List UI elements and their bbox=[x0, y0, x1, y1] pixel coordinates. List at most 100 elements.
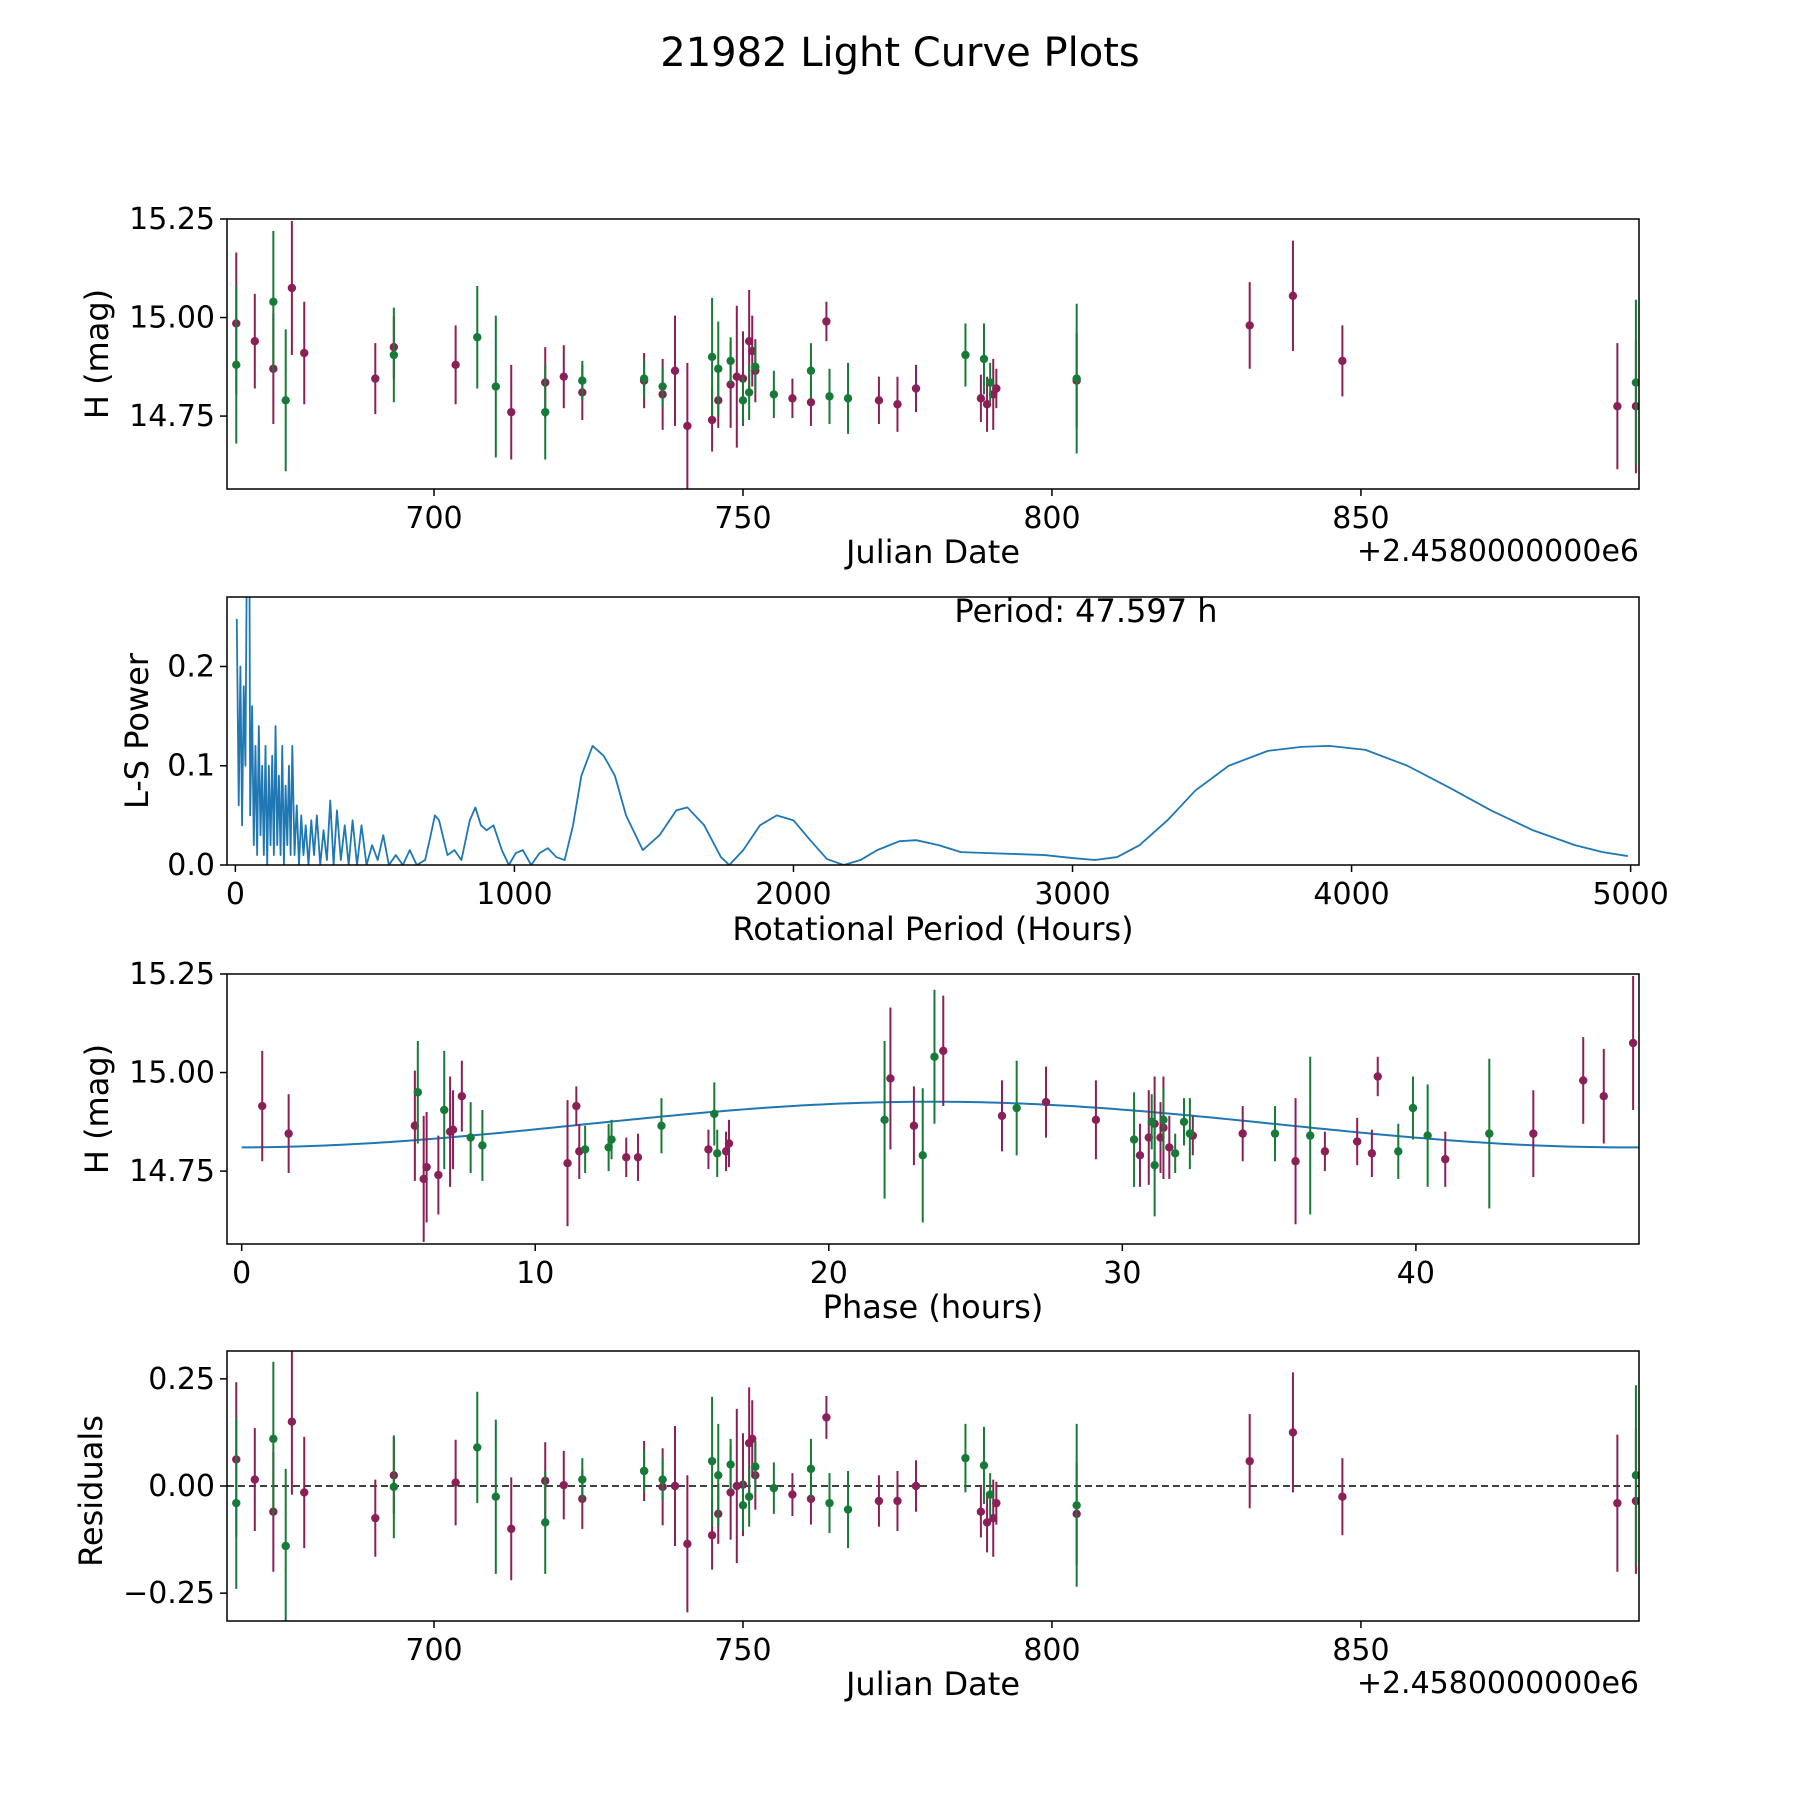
residuals-filter-2-point bbox=[806, 1464, 816, 1474]
residuals-xtick-label: 850 bbox=[1332, 1633, 1389, 1668]
phased-curve-filter-2-point bbox=[657, 1121, 666, 1130]
phased-curve-model-curve bbox=[241, 1100, 1639, 1149]
light-curve-filter-1-point bbox=[683, 421, 692, 431]
light-curve-xtick-label: 750 bbox=[714, 501, 771, 536]
phased-curve-filter-2-point bbox=[918, 1151, 927, 1160]
phased-curve-xtick-label: 40 bbox=[1397, 1256, 1435, 1291]
phased-curve-xtick-label: 20 bbox=[810, 1256, 848, 1291]
residuals-filter-2-point bbox=[1072, 1501, 1081, 1510]
residuals-filter-1-point bbox=[371, 1513, 380, 1523]
phased-curve-filter-1-point bbox=[724, 1139, 734, 1148]
periodogram-ylabel: L-S Power bbox=[118, 652, 156, 809]
phased-curve-filter-1-point bbox=[1529, 1129, 1538, 1138]
periodogram-xtick-label: 3000 bbox=[1034, 877, 1110, 912]
phased-curve-filter-1-point bbox=[1373, 1072, 1382, 1081]
residuals-filter-2-point bbox=[281, 1541, 290, 1551]
phased-curve-filter-2-point bbox=[1270, 1129, 1280, 1138]
residuals-filter-1-point bbox=[451, 1478, 460, 1487]
light-curve-marks bbox=[232, 220, 1639, 489]
periodogram-xtick-label: 2000 bbox=[755, 877, 831, 912]
phased-curve-filter-1-point bbox=[1599, 1091, 1608, 1101]
light-curve-filter-1-point bbox=[451, 360, 460, 370]
light-curve-filter-1-point bbox=[287, 283, 297, 293]
light-curve-filter-2-point bbox=[389, 350, 399, 360]
periodogram-ytick-label: 0.1 bbox=[167, 749, 215, 784]
residuals-filter-1-point bbox=[992, 1498, 1001, 1508]
residuals-ytick-label: 0.25 bbox=[148, 1362, 215, 1397]
phased-curve-filter-1-point bbox=[284, 1129, 293, 1138]
phased-curve-filter-1-point bbox=[563, 1158, 572, 1168]
phased-curve-filter-1-point bbox=[997, 1111, 1007, 1121]
residuals-filter-1-point bbox=[683, 1539, 692, 1549]
residuals-filter-2-point bbox=[541, 1518, 550, 1527]
light-curve-filter-1-point bbox=[911, 384, 921, 393]
residuals-filter-2-point bbox=[707, 1456, 717, 1466]
residuals-filter-1-point bbox=[1245, 1456, 1254, 1466]
phased-curve-filter-1-point bbox=[1041, 1097, 1051, 1107]
light-curve-filter-2-point bbox=[806, 366, 816, 375]
light-curve-filter-2-point bbox=[578, 376, 587, 385]
phased-curve-filter-1-point bbox=[422, 1162, 431, 1172]
phased-curve-filter-1-point bbox=[572, 1101, 581, 1111]
residuals-filter-1-point bbox=[788, 1490, 797, 1499]
phased-curve-filter-1-point bbox=[1238, 1129, 1247, 1138]
light-curve-filter-2-point bbox=[961, 350, 970, 360]
residuals-filter-1-point bbox=[707, 1531, 717, 1540]
residuals-ytick-label: 0.00 bbox=[148, 1469, 215, 1504]
residuals-filter-1-point bbox=[559, 1480, 568, 1490]
light-curve-filter-1-point bbox=[1245, 321, 1254, 330]
residuals-ytick-label: −0.25 bbox=[123, 1576, 215, 1611]
phased-curve-filter-2-point bbox=[930, 1052, 939, 1061]
light-curve-filter-1-point bbox=[976, 394, 986, 403]
light-curve-filter-2-point bbox=[825, 392, 834, 401]
residuals-filter-2-point bbox=[1631, 1471, 1639, 1480]
periodogram-frame bbox=[226, 596, 1640, 866]
phased-curve-filter-2-point bbox=[478, 1141, 487, 1150]
residuals-filter-2-point bbox=[843, 1505, 853, 1514]
phased-curve-filter-1-point bbox=[1135, 1151, 1145, 1160]
phased-curve-filter-2-point bbox=[1159, 1115, 1168, 1125]
residuals-filter-2-point bbox=[825, 1498, 834, 1508]
light-curve-plot-area: 700 750 800 850 14.75 15.00 15.25 bbox=[129, 202, 1639, 536]
phased-curve-filter-1-point bbox=[1291, 1157, 1300, 1166]
light-curve-filter-2-point bbox=[1072, 374, 1081, 383]
residuals-marks bbox=[227, 1351, 1639, 1621]
residuals-filter-1-point bbox=[1613, 1498, 1622, 1508]
phased-curve-filter-2-point bbox=[413, 1088, 423, 1097]
light-curve-filter-2-point bbox=[843, 394, 853, 403]
residuals-filter-2-point bbox=[578, 1475, 587, 1484]
light-curve-filter-2-point bbox=[269, 297, 278, 306]
light-curve-filter-1-point bbox=[670, 366, 680, 375]
phased-curve-filter-2-point bbox=[607, 1135, 616, 1144]
phased-curve-filter-2-point bbox=[1485, 1129, 1494, 1138]
residuals-filter-2-point bbox=[232, 1498, 241, 1508]
light-curve-filter-2-point bbox=[707, 352, 717, 362]
phased-curve-filter-1-point bbox=[622, 1153, 631, 1162]
light-curve-filter-2-point bbox=[726, 356, 735, 366]
light-curve-ytick-label: 15.25 bbox=[129, 202, 215, 237]
residuals-filter-2-point bbox=[389, 1482, 399, 1492]
light-curve-offset-label: +2.4580000000e6 bbox=[1357, 534, 1639, 569]
light-curve-filter-1-point bbox=[371, 374, 380, 383]
periodogram-panel: 0 1000 2000 3000 4000 5000 0.0 0.1 0.2 Period: 4… bbox=[118, 592, 1669, 948]
periodogram-xtick-label: 4000 bbox=[1313, 877, 1389, 912]
light-curve-filter-1-point bbox=[1613, 402, 1622, 411]
light-curve-filter-1-point bbox=[788, 394, 797, 403]
residuals-filter-2-point bbox=[769, 1483, 779, 1493]
phased-curve-filter-1-point bbox=[704, 1145, 713, 1154]
residuals-filter-1-point bbox=[893, 1496, 902, 1506]
residuals-filter-1-point bbox=[982, 1518, 992, 1527]
light-curve-ylabel: H (mag) bbox=[78, 289, 116, 419]
periodogram-xtick-label: 5000 bbox=[1592, 877, 1668, 912]
light-curve-frame bbox=[226, 218, 1640, 490]
phased-curve-filter-1-point bbox=[633, 1153, 643, 1162]
periodogram-xlabel: Rotational Period (Hours) bbox=[732, 910, 1133, 948]
phased-curve-filter-1-point bbox=[909, 1121, 919, 1130]
periodogram-xtick-label: 0 bbox=[226, 877, 245, 912]
residuals-filter-1-point bbox=[1288, 1428, 1298, 1437]
light-curve-filter-2-point bbox=[714, 364, 723, 373]
phased-curve-filter-1-point bbox=[1628, 1038, 1638, 1048]
figure-title: 21982 Light Curve Plots bbox=[660, 30, 1139, 76]
phased-curve-filter-2-point bbox=[1423, 1131, 1432, 1140]
